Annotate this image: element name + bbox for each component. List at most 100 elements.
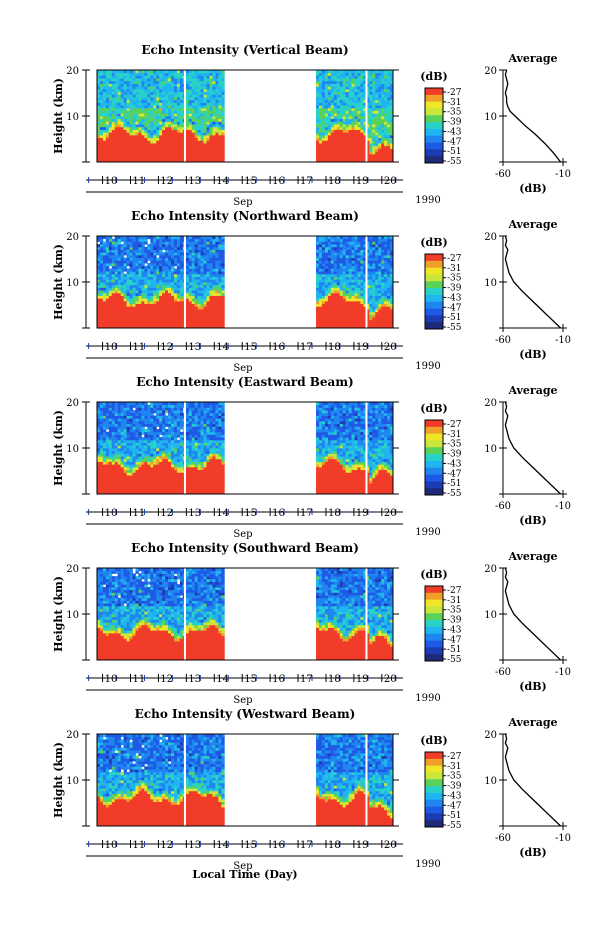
heatmap-cell — [366, 273, 370, 277]
heatmap-cell — [179, 265, 184, 269]
heatmap-cell — [150, 72, 154, 76]
heatmap-cell — [165, 94, 169, 98]
heatmap-cell — [135, 99, 139, 103]
heatmap-cell — [197, 116, 201, 120]
heatmap-cell — [102, 426, 107, 430]
heatmap-cell — [191, 148, 196, 152]
heatmap-cell — [221, 132, 225, 136]
colorbar-label: -35 — [447, 108, 462, 118]
heatmap-cell — [363, 86, 367, 90]
heatmap-cell — [114, 159, 119, 163]
heatmap-cell — [345, 295, 349, 299]
heatmap-cell — [345, 317, 349, 321]
heatmap-cell — [173, 140, 178, 144]
heatmap-cell — [378, 290, 382, 294]
heatmap-cell — [209, 126, 213, 130]
heatmap-cell — [147, 140, 151, 144]
heatmap-cell — [194, 124, 199, 128]
heatmap-cell — [117, 116, 122, 120]
heatmap-cell — [153, 121, 157, 125]
heatmap-cell — [369, 159, 373, 163]
heatmap-cell — [176, 124, 181, 128]
heatmap-cell — [360, 265, 364, 269]
heatmap-cell — [324, 97, 329, 101]
heatmap-cell — [123, 306, 127, 310]
heatmap-cell — [372, 252, 376, 256]
heatmap-cell — [319, 91, 323, 95]
heatmap-cell — [345, 319, 349, 323]
heatmap-cell — [218, 70, 222, 74]
heatmap-cell — [203, 257, 207, 261]
heatmap-cell — [111, 80, 116, 84]
heatmap-cell — [319, 126, 323, 130]
heatmap-cell — [339, 80, 344, 84]
heatmap-cell — [390, 252, 394, 256]
heatmap-cell — [153, 292, 157, 296]
heatmap-cell — [173, 110, 178, 114]
heatmap-cell — [179, 295, 184, 299]
heatmap-cell — [114, 265, 119, 269]
heatmap-cell — [165, 257, 169, 261]
heatmap-cell — [194, 276, 199, 280]
heatmap-cell — [99, 295, 104, 299]
heatmap-cell — [165, 317, 169, 321]
heatmap-cell — [200, 257, 204, 261]
heatmap-cell — [333, 319, 338, 323]
heatmap-cell — [126, 153, 130, 157]
heatmap-cell — [162, 279, 166, 283]
heatmap-cell — [162, 75, 166, 79]
heatmap-cell — [336, 88, 341, 93]
heatmap-cell — [333, 140, 338, 144]
heatmap-cell — [218, 303, 222, 307]
heatmap-cell — [366, 238, 370, 242]
heatmap-cell — [156, 88, 160, 93]
heatmap-cell — [159, 148, 163, 152]
heatmap-cell — [150, 151, 154, 155]
heatmap-cell — [153, 279, 157, 283]
heatmap-cell — [123, 145, 127, 149]
heatmap-cell — [333, 129, 338, 133]
heatmap-cell — [357, 121, 361, 125]
heatmap-cell — [176, 317, 181, 321]
heatmap-cell — [194, 140, 199, 144]
heatmap-cell — [156, 290, 160, 294]
heatmap-cell — [351, 252, 355, 256]
heatmap-cell — [153, 249, 157, 253]
heatmap-cell — [191, 309, 196, 313]
heatmap-cell — [363, 292, 367, 296]
heatmap-cell — [159, 153, 163, 157]
heatmap-cell — [339, 145, 344, 149]
colorbar-label: -35 — [447, 274, 462, 284]
heatmap-cell — [215, 129, 219, 133]
heatmap-cell — [212, 129, 216, 133]
heatmap-cell — [319, 102, 323, 106]
heatmap-cell — [99, 249, 104, 253]
heatmap-cell — [215, 86, 219, 90]
heatmap-cell — [390, 126, 394, 130]
heatmap-cell — [165, 86, 169, 90]
heatmap-cell — [319, 273, 323, 277]
heatmap-cell — [348, 70, 352, 74]
heatmap-cell — [159, 75, 163, 79]
heatmap-cell — [372, 140, 376, 144]
heatmap-cell — [156, 260, 160, 264]
heatmap-cell — [221, 113, 225, 117]
heatmap-cell — [126, 257, 130, 261]
heatmap-cell — [179, 121, 184, 125]
heatmap-cell — [165, 134, 169, 139]
heatmap-cell — [97, 298, 101, 302]
heatmap-cell — [324, 317, 329, 321]
heatmap-cell — [363, 107, 367, 111]
heatmap-cell — [194, 292, 199, 296]
heatmap-cell — [108, 148, 113, 152]
heatmap-cell — [203, 295, 207, 299]
heatmap-cell — [381, 271, 385, 275]
heatmap-cell — [141, 244, 145, 248]
heatmap-cell — [132, 249, 136, 253]
heatmap-cell — [339, 148, 344, 152]
heatmap-cell — [144, 94, 148, 98]
heatmap-cell — [102, 295, 107, 299]
heatmap-cell — [135, 137, 139, 141]
heatmap-cell — [221, 105, 225, 109]
heatmap-cell — [162, 113, 166, 117]
